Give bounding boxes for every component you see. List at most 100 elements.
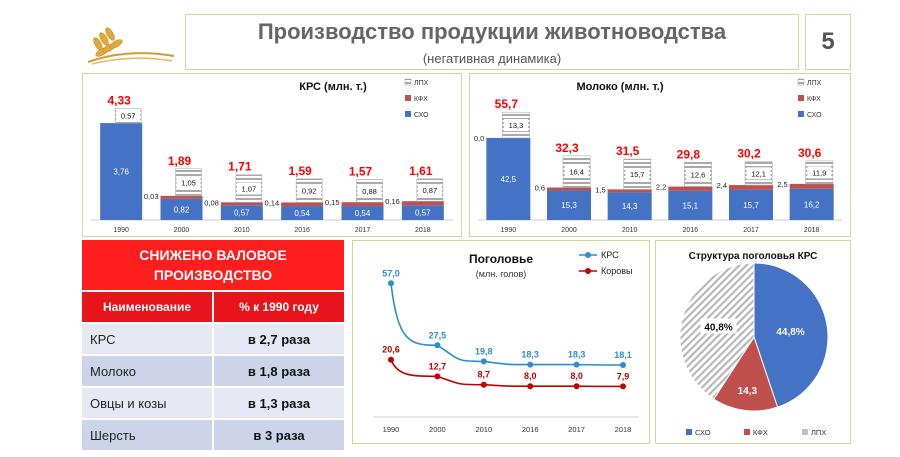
row-name: Молоко xyxy=(82,356,212,386)
bar-total-label: 1,57 xyxy=(349,165,373,179)
bar-label-sho: 3,76 xyxy=(113,168,129,177)
bar-label-lph: 11,9 xyxy=(812,168,826,177)
bar-label-bg xyxy=(357,184,382,197)
legend-label: КФХ xyxy=(807,96,821,103)
bar-sho xyxy=(281,206,324,220)
row-value: в 1,8 раза xyxy=(214,356,344,386)
legend-label: КФХ xyxy=(753,428,768,437)
bar-kfh xyxy=(160,195,203,199)
bar-label-sho: 0,54 xyxy=(294,209,310,218)
data-label: 57,0 xyxy=(382,268,400,278)
bar-label-kfh: 0,6 xyxy=(535,183,545,192)
legend-swatch xyxy=(797,78,805,86)
bar-total-label: 1,59 xyxy=(288,164,312,178)
table-heading: СНИЖЕНО ВАЛОВОЕ ПРОИЗВОДСТВО xyxy=(82,240,344,290)
x-tick-label: 1990 xyxy=(501,227,517,234)
data-point xyxy=(573,361,580,368)
row-name: Овцы и козы xyxy=(82,388,212,418)
table-row: Молоко в 1,8 раза xyxy=(82,356,344,386)
bar-kfh xyxy=(281,202,324,207)
bar-label-bg xyxy=(625,168,650,181)
bar-sho xyxy=(220,205,263,220)
bar-label-lph: 0,88 xyxy=(362,187,377,196)
data-label: 18,3 xyxy=(521,350,539,360)
bar-kfh xyxy=(729,185,773,190)
legend-label: КРС xyxy=(601,250,619,260)
legend-swatch xyxy=(686,429,692,435)
cattle-structure-pie-chart: Структура поголовья КРС 44,8% 14,3 40,8% СХО… xyxy=(679,251,829,437)
bar-kfh xyxy=(668,186,713,191)
legend-swatch xyxy=(405,95,411,101)
bar-total-label: 1,71 xyxy=(228,160,252,174)
pie-slice xyxy=(713,335,779,412)
x-tick-label: 2017 xyxy=(743,227,759,234)
data-point xyxy=(527,383,534,390)
data-point xyxy=(480,381,487,388)
bar-total-label: 1,89 xyxy=(168,154,192,168)
bar-label-kfh: 2,4 xyxy=(717,181,727,190)
bar-label-sho: 0,54 xyxy=(355,209,371,218)
milk-chart-panel: Молоко (млн. т.) ЛПХ КФХ СХО 42,5 0,0 13,3 55,7… xyxy=(469,73,851,237)
bar-total-label: 1,61 xyxy=(409,164,433,178)
bar-sho xyxy=(547,190,591,220)
x-tick-label: 2018 xyxy=(615,425,632,434)
bar-label-kfh: 0,16 xyxy=(385,197,400,206)
structure-chart-panel: Структура поголовья КРС 44,8% 14,3 40,8% СХО… xyxy=(655,240,851,444)
x-tick-label: 2016 xyxy=(294,227,310,234)
bar-label-bg xyxy=(746,167,771,180)
series-line xyxy=(390,283,624,366)
data-label: 8,7 xyxy=(478,370,491,380)
bar-kfh xyxy=(341,202,384,207)
chart-subtitle: (млн. голов) xyxy=(476,269,526,279)
slice-label: 44,8% xyxy=(776,327,804,338)
data-point xyxy=(480,358,487,365)
bar-label-lph: 0,87 xyxy=(423,186,438,195)
data-label: 27,5 xyxy=(429,330,447,340)
bar-sho xyxy=(341,206,384,220)
bar-label-bg xyxy=(236,182,261,195)
bar-label-bg xyxy=(503,119,528,132)
krs-chart-panel: КРС (млн. т.) ЛПХ КФХ СХО 3,76 0,57 4,33 1990 0,… xyxy=(82,73,462,237)
data-point xyxy=(620,361,626,368)
x-tick-label: 1990 xyxy=(383,425,400,434)
legend-label: СХО xyxy=(414,112,429,119)
data-label: 19,8 xyxy=(475,346,493,356)
legend-swatch xyxy=(802,429,808,435)
x-tick-label: 2000 xyxy=(561,227,577,234)
legend-swatch xyxy=(405,111,411,117)
x-tick-label: 2010 xyxy=(622,227,638,234)
data-point xyxy=(434,373,441,380)
bar-label-bg xyxy=(297,184,322,197)
x-tick-label: 2016 xyxy=(683,227,699,234)
bar-label-kfh: 0,14 xyxy=(265,198,280,207)
bar-label-sho: 16,2 xyxy=(804,200,820,209)
bar-label-lph: 1,07 xyxy=(242,185,257,194)
table-header-row: Наименование % к 1990 году xyxy=(82,292,344,322)
bar-label-lph: 0,57 xyxy=(121,112,136,121)
legend-marker xyxy=(585,252,591,258)
livestock-line-chart: Поголовье (млн. голов) 57,0 27,5 19,8 18,3 18,… xyxy=(373,250,639,434)
bar-total-label: 29,8 xyxy=(677,147,701,161)
bar-label-sho: 42,5 xyxy=(501,175,517,184)
bar-label-kfh: 0,0 xyxy=(474,134,484,143)
chart-title: Молоко (млн. т.) xyxy=(577,81,664,93)
header-box: Производство продукции животноводства (н… xyxy=(185,14,799,70)
row-value: в 2,7 раза xyxy=(214,324,344,354)
data-label: 8,0 xyxy=(524,371,537,381)
krs-production-chart: КРС (млн. т.) ЛПХ КФХ СХО 3,76 0,57 4,33 1990 0,… xyxy=(91,78,453,234)
bar-label-lph: 15,7 xyxy=(630,170,645,179)
legend-label: СХО xyxy=(807,112,822,119)
data-point xyxy=(388,356,394,363)
bar-label-sho: 0,82 xyxy=(174,205,190,214)
bar-kfh xyxy=(220,202,263,206)
table-row: КРС в 2,7 раза xyxy=(82,324,344,354)
bar-sho xyxy=(789,188,834,220)
bar-total-label: 32,3 xyxy=(555,141,579,155)
column-header-name: Наименование xyxy=(82,292,212,322)
page-subtitle: (негативная динамика) xyxy=(422,51,562,66)
bar-sho xyxy=(668,190,713,220)
x-tick-label: 2010 xyxy=(234,227,250,234)
bar-total-label: 30,6 xyxy=(798,146,822,160)
legend-swatch xyxy=(744,429,750,435)
x-tick-label: 2017 xyxy=(355,227,371,234)
